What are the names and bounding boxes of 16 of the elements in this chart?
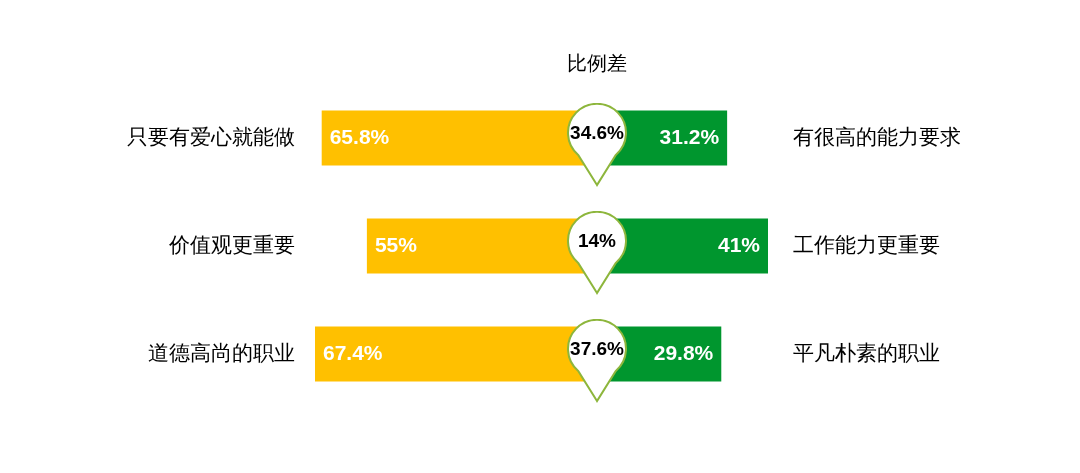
y-tick-label: 价值观更重要 <box>168 232 295 256</box>
annotation: 34.6% <box>569 122 625 144</box>
y-tick-label: 工作能力更重要 <box>793 232 940 256</box>
annotation: 14% <box>577 230 617 252</box>
data-label: 41% <box>717 232 761 256</box>
y-tick-label: 道德高尚的职业 <box>148 340 295 364</box>
data-label: 31.2% <box>659 124 720 148</box>
y-tick-label: 有很高的能力要求 <box>793 124 961 148</box>
data-label: 67.4% <box>323 340 383 364</box>
y-tick-label: 只要有爱心就能做 <box>127 124 295 148</box>
y-tick-label: 平凡朴素的职业 <box>793 340 940 364</box>
data-label: 29.8% <box>653 340 714 364</box>
text: 比例差 <box>566 51 628 76</box>
annotation: 37.6% <box>569 338 625 360</box>
data-label: 65.8% <box>329 124 390 148</box>
data-label: 55% <box>374 232 418 256</box>
